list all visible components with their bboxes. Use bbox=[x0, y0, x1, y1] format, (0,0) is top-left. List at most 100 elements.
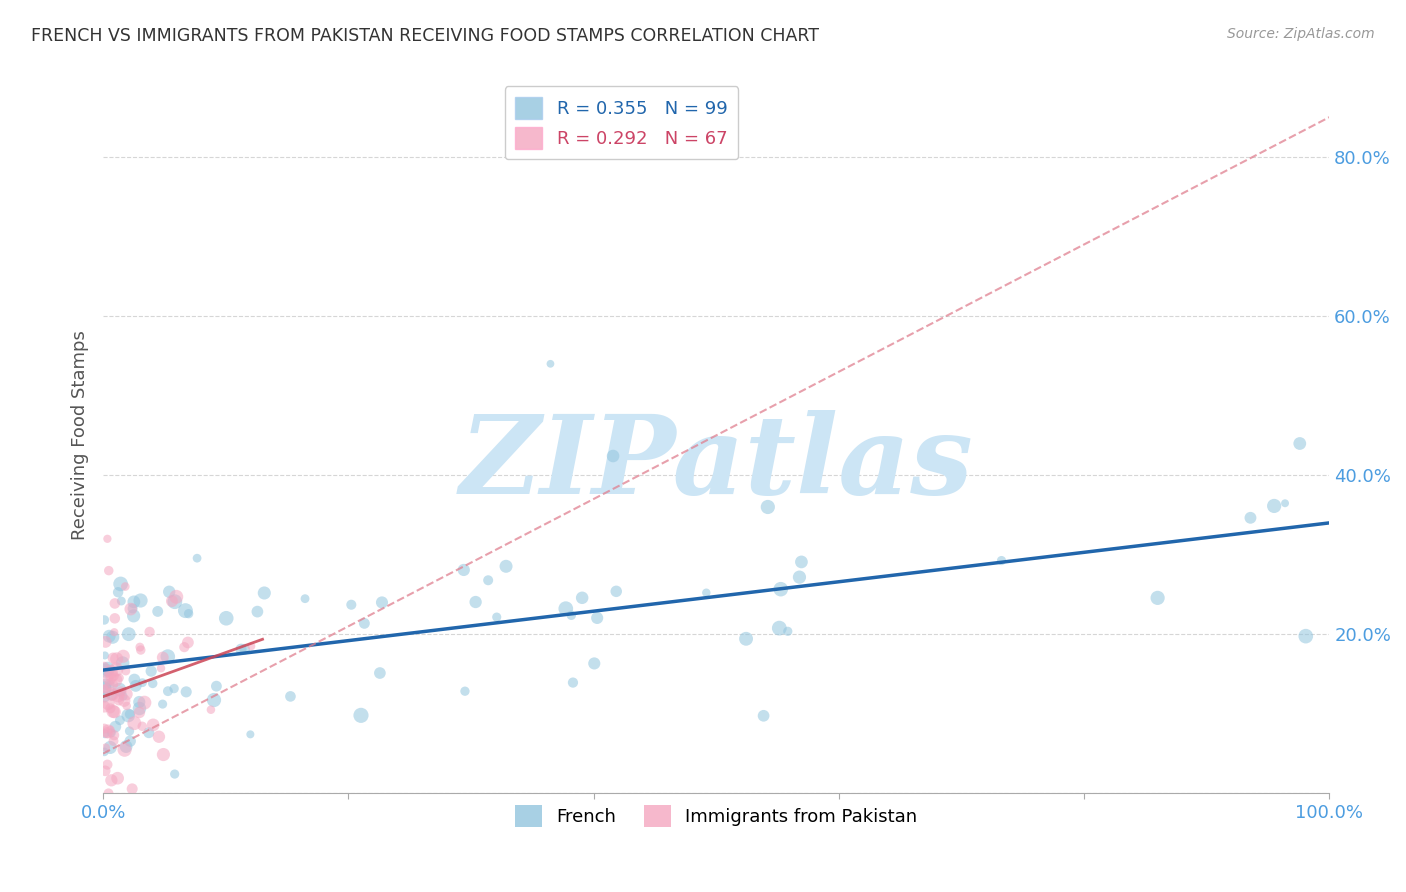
Point bbox=[165, 590, 187, 604]
Point bbox=[97, 564, 120, 578]
Point bbox=[776, 624, 799, 639]
Point bbox=[571, 591, 593, 605]
Point bbox=[98, 723, 121, 737]
Point bbox=[93, 659, 115, 673]
Text: ZIPatlas: ZIPatlas bbox=[460, 410, 973, 517]
Point bbox=[186, 551, 208, 566]
Point bbox=[239, 727, 262, 741]
Point bbox=[138, 725, 160, 739]
Point bbox=[98, 701, 121, 715]
Point bbox=[97, 697, 120, 711]
Point bbox=[112, 690, 135, 704]
Point bbox=[215, 611, 238, 625]
Point bbox=[124, 716, 146, 731]
Point bbox=[200, 703, 222, 717]
Point bbox=[121, 601, 143, 615]
Point bbox=[96, 532, 118, 546]
Point bbox=[98, 629, 121, 643]
Point bbox=[94, 648, 117, 663]
Point bbox=[464, 595, 486, 609]
Point bbox=[115, 739, 138, 754]
Point bbox=[93, 681, 115, 696]
Point bbox=[229, 642, 252, 657]
Point bbox=[108, 713, 131, 727]
Point bbox=[107, 689, 129, 703]
Point bbox=[94, 764, 117, 778]
Point bbox=[100, 773, 122, 788]
Point bbox=[101, 687, 124, 701]
Point bbox=[1274, 496, 1296, 510]
Point bbox=[177, 607, 200, 621]
Text: FRENCH VS IMMIGRANTS FROM PAKISTAN RECEIVING FOOD STAMPS CORRELATION CHART: FRENCH VS IMMIGRANTS FROM PAKISTAN RECEI… bbox=[31, 27, 818, 45]
Point bbox=[148, 730, 170, 744]
Point bbox=[98, 740, 121, 755]
Point bbox=[562, 675, 585, 690]
Point bbox=[233, 642, 256, 657]
Point bbox=[98, 670, 121, 684]
Point bbox=[602, 449, 624, 463]
Point bbox=[769, 582, 792, 597]
Point bbox=[141, 664, 163, 678]
Point bbox=[789, 570, 811, 584]
Point bbox=[105, 652, 128, 666]
Point bbox=[124, 673, 146, 687]
Point bbox=[103, 734, 125, 748]
Point bbox=[540, 357, 562, 371]
Point bbox=[152, 697, 174, 711]
Point bbox=[477, 574, 499, 588]
Point bbox=[735, 632, 758, 646]
Point bbox=[177, 635, 200, 649]
Point bbox=[111, 656, 134, 670]
Point bbox=[97, 724, 120, 739]
Point bbox=[453, 563, 475, 577]
Point bbox=[695, 585, 717, 599]
Point bbox=[104, 597, 127, 611]
Point bbox=[174, 604, 197, 618]
Point bbox=[1146, 591, 1168, 605]
Point bbox=[110, 594, 132, 608]
Point bbox=[353, 616, 375, 631]
Point bbox=[107, 585, 129, 599]
Point bbox=[96, 725, 118, 739]
Point bbox=[583, 657, 606, 671]
Point bbox=[368, 666, 391, 681]
Point bbox=[112, 694, 135, 708]
Point bbox=[98, 671, 121, 685]
Point bbox=[371, 595, 394, 609]
Point bbox=[100, 688, 122, 702]
Point bbox=[1295, 629, 1317, 643]
Point bbox=[495, 559, 517, 574]
Point bbox=[146, 604, 169, 618]
Point bbox=[110, 684, 132, 698]
Point bbox=[101, 630, 124, 644]
Point bbox=[103, 728, 125, 742]
Point bbox=[156, 649, 179, 664]
Point bbox=[107, 771, 129, 785]
Point bbox=[110, 577, 132, 591]
Point bbox=[97, 786, 120, 800]
Point bbox=[93, 613, 115, 627]
Y-axis label: Receiving Food Stamps: Receiving Food Stamps bbox=[72, 330, 89, 541]
Point bbox=[94, 635, 117, 649]
Point bbox=[150, 661, 173, 675]
Point bbox=[752, 708, 775, 723]
Point bbox=[100, 678, 122, 692]
Point bbox=[128, 701, 150, 715]
Point bbox=[94, 664, 117, 678]
Point bbox=[103, 625, 125, 640]
Point bbox=[129, 593, 152, 607]
Point bbox=[790, 555, 813, 569]
Point bbox=[174, 685, 197, 699]
Point bbox=[129, 640, 152, 654]
Point bbox=[93, 722, 115, 736]
Point bbox=[104, 673, 127, 688]
Point bbox=[114, 742, 136, 756]
Text: Source: ZipAtlas.com: Source: ZipAtlas.com bbox=[1227, 27, 1375, 41]
Point bbox=[160, 594, 183, 608]
Point bbox=[756, 500, 779, 514]
Point bbox=[93, 745, 115, 759]
Point bbox=[93, 699, 115, 714]
Point bbox=[485, 610, 508, 624]
Point bbox=[586, 611, 609, 625]
Point bbox=[605, 584, 627, 599]
